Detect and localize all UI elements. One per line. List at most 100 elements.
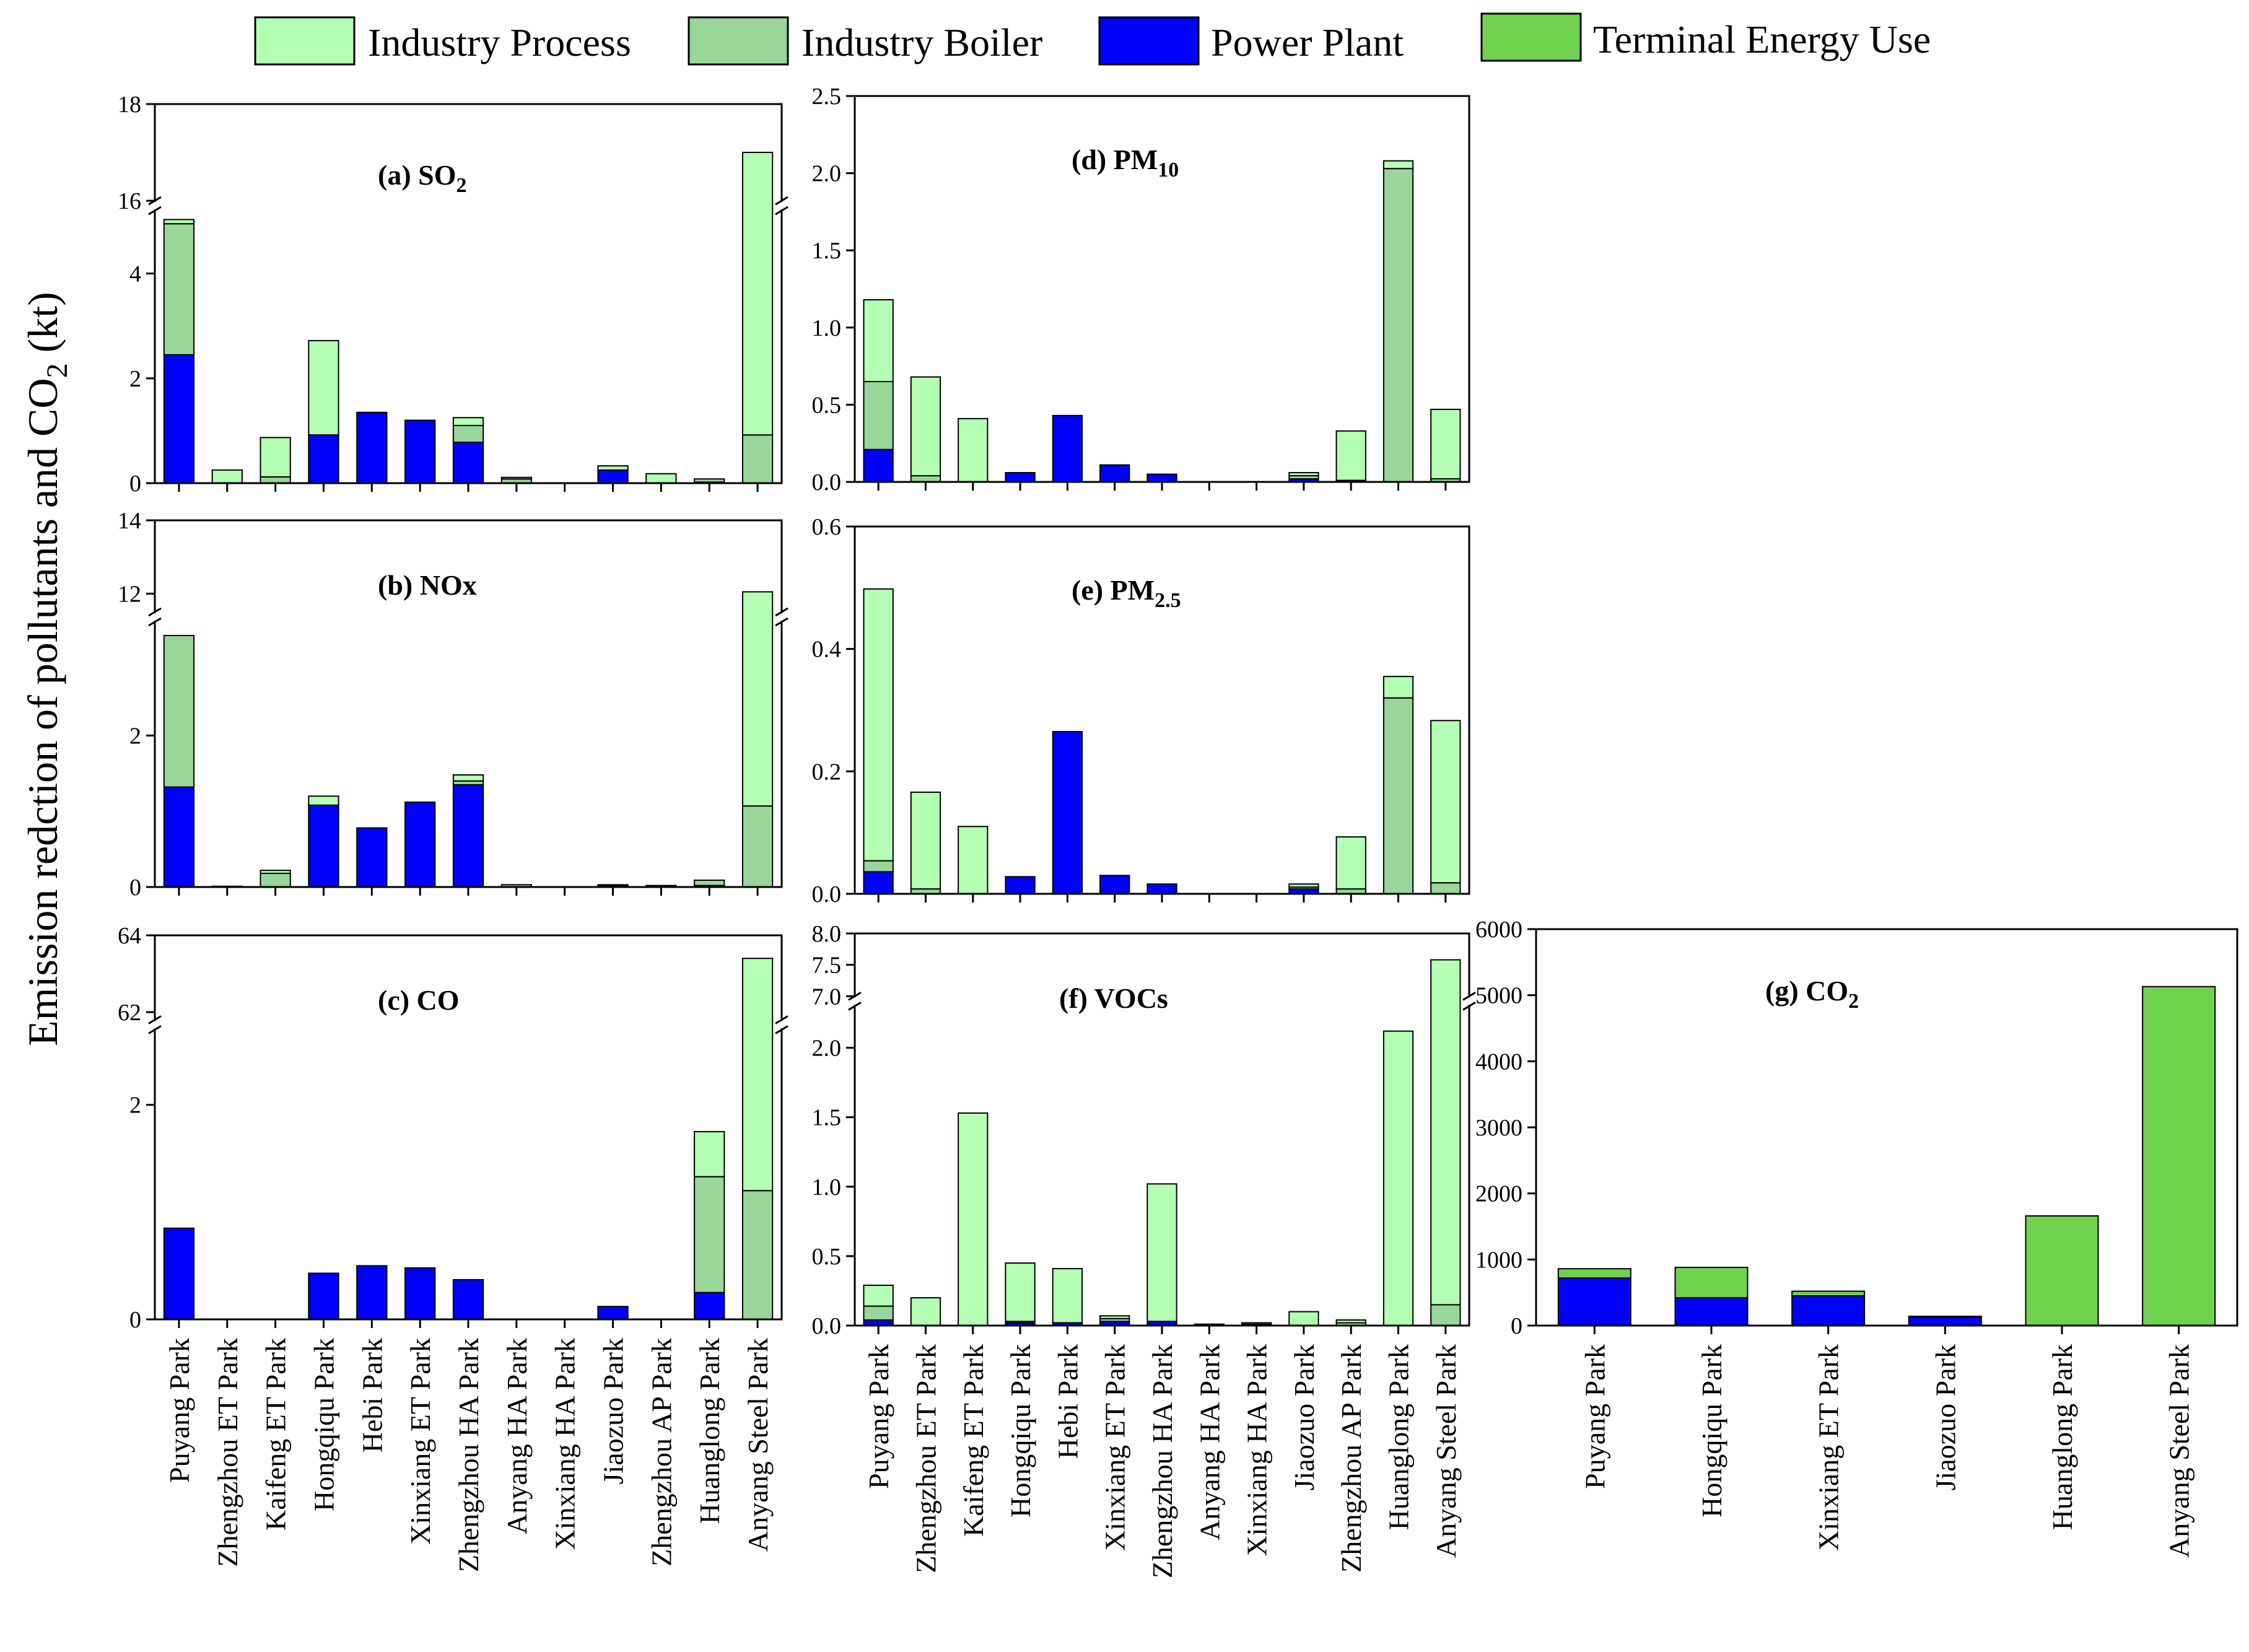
bar-vocs-puyang-park-industry-process [863,1284,894,1307]
axis-break-left-gap [850,997,860,1005]
bar-pm10-zhengzhou-ha-park-power-plant [1146,473,1177,483]
category-label: Jiaozuo Park [1288,1344,1320,1490]
bar-vocs-huanglong-park-industry-process [1382,1030,1414,1327]
panel-co: Puyang Park Zhengzhou ET Park Kaifeng ET P… [118,923,788,1572]
y-tick-label: 62 [118,1000,141,1026]
axis-break-mark [775,617,788,627]
bar-so2-puyang-park-power-plant [163,354,195,484]
bar-so2-anyang-ha-park-industry-process [500,476,532,480]
y-tick-label: 6000 [1475,917,1522,943]
bar-pm10-huanglong-park-industry-boiler [1382,168,1414,483]
bar-so2-zhengzhou-ha-park-industry-process [452,417,484,426]
y-tick-label: 2000 [1475,1181,1522,1207]
bar-pm25-xinxiang-et-park-power-plant [1099,875,1130,894]
y-tick-label: 1.5 [812,1105,842,1131]
bar-vocs-hebi-park-industry-process [1052,1268,1083,1324]
axis-break-mark [1462,1001,1476,1011]
bar-co2-jiaozuo-park-terminal-energy-use [1908,1316,1982,1318]
bar-co-jiaozuo-park-power-plant [597,1306,629,1320]
bar-so2-anyang-steel-park-industry-boiler [741,434,774,484]
panel-so2: 0 2 4 16 18 (a) SO2 [118,92,788,497]
bar-pm10-huanglong-park-industry-process [1382,160,1414,170]
bar-co-xinxiang-et-park-power-plant [404,1267,436,1320]
bar-co-huanglong-park-industry-boiler [694,1176,725,1293]
bar-nox-kaifeng-et-park-industry-boiler [260,872,291,888]
bar-so2-puyang-park-industry-boiler [163,223,195,356]
axis-break-mark [775,607,788,617]
panel-title-co: (c) CO [378,984,460,1016]
panel-vocs: Puyang Park Zhengzhou ET Park Kaifeng ET P… [812,921,1476,1578]
bar-pm25-zhengzhou-et-park-industry-process [910,791,941,890]
bar-co2-hongqiqu-park-terminal-energy-use [1674,1267,1749,1299]
legend-label-industry-process: Industry Process [368,20,631,64]
bar-so2-jiaozuo-park-power-plant [597,469,629,484]
panel-pm25: 0.0 0.2 0.4 0.6 (e) PM2.5 [812,514,1470,907]
y-tick-label: 0.0 [812,1313,842,1339]
axis-break-right-gap [777,1021,787,1029]
axis-break-mark [775,196,788,206]
bar-nox-kaifeng-et-park-industry-process [260,870,291,874]
y-tick-label: 1.0 [812,1174,842,1200]
bar-vocs-kaifeng-et-park-industry-process [958,1112,989,1326]
axis-break-left-gap [150,1021,160,1029]
bar-pm10-hongqiqu-park-power-plant [1005,472,1036,483]
y-tick-label: 0.0 [812,470,842,496]
y-tick-label: 0.5 [812,392,842,418]
y-tick-label: 1000 [1475,1247,1522,1273]
axis-break-right-gap [777,202,787,210]
bar-pm10-puyang-park-power-plant [863,448,894,483]
bar-so2-xinxiang-et-park-power-plant [404,419,436,484]
bar-co-zhengzhou-ha-park-power-plant [452,1278,484,1320]
y-tick-label: 2 [129,366,141,392]
category-label: Anyang HA Park [1194,1344,1225,1541]
y-axis-label: Emission redction of pollutants and CO2 … [19,292,74,1046]
bar-vocs-puyang-park-industry-boiler [863,1305,894,1321]
bar-so2-zhengzhou-ap-park-industry-process [645,473,677,484]
panel-title-pm25: (e) PM2.5 [1072,574,1181,612]
y-tick-label: 0.5 [812,1244,842,1270]
legend-swatch-industry-process [254,16,356,66]
category-label: Jiaozuo Park [598,1338,629,1484]
category-label: Puyang Park [164,1338,195,1483]
category-label: Jiaozuo Park [1929,1344,1961,1490]
bar-pm25-puyang-park-industry-process [863,588,894,862]
y-tick-label: 7.5 [812,953,842,979]
category-label: Zhengzhou AP Park [1335,1344,1367,1573]
bar-pm25-anyang-steel-park-industry-process [1430,720,1461,884]
bar-pm10-anyang-steel-park-industry-process [1430,408,1461,480]
bar-vocs-zhengzhou-ha-park-industry-process [1146,1183,1177,1322]
y-tick-label: 18 [118,92,141,118]
bar-pm10-zhengzhou-et-park-industry-process [910,376,941,477]
category-label: Anyang Steel Park [2164,1344,2195,1558]
axes-frame-co [154,934,783,1321]
panel-title-so2: (a) SO2 [378,159,467,197]
bar-so2-zhengzhou-ha-park-industry-boiler [452,424,484,444]
legend-swatch-power-plant [1098,16,1200,66]
category-label: Zhengzhou HA Park [1146,1344,1178,1578]
y-tick-label: 64 [118,923,141,949]
axis-break-mark [148,206,162,216]
axes-frame-pm10 [854,95,1470,483]
bar-so2-puyang-park-industry-process [163,219,195,225]
axes-frame-so2 [154,103,783,484]
bar-vocs-xinxiang-ha-park-industry-process [1241,1322,1272,1325]
bar-vocs-anyang-steel-park-industry-boiler [1430,1304,1461,1326]
panel-pm10: 0.0 0.5 1.0 1.5 2.0 2.5 (d) PM10 [812,84,1470,496]
bar-co2-hongqiqu-park-power-plant [1674,1297,1749,1326]
y-tick-label: 0 [129,875,141,901]
category-label: Zhengzhou HA Park [453,1338,484,1572]
bar-nox-hongqiqu-park-industry-process [308,795,339,806]
bar-vocs-zhengzhou-ap-park-industry-process [1335,1319,1366,1324]
bar-vocs-xinxiang-et-park-industry-process [1099,1315,1130,1319]
bar-pm25-puyang-park-industry-boiler [863,860,894,873]
bar-co-anyang-steel-park-industry-process [741,958,774,1192]
axis-break-mark [148,196,162,206]
category-label: Zhengzhou ET Park [910,1344,941,1573]
y-tick-label: 0.2 [812,759,842,785]
bar-pm25-puyang-park-power-plant [863,871,894,895]
category-label: Puyang Park [1579,1344,1610,1489]
category-label: Anyang Steel Park [742,1338,774,1552]
y-tick-label: 3000 [1475,1115,1522,1141]
bar-nox-hebi-park-power-plant [356,827,388,888]
